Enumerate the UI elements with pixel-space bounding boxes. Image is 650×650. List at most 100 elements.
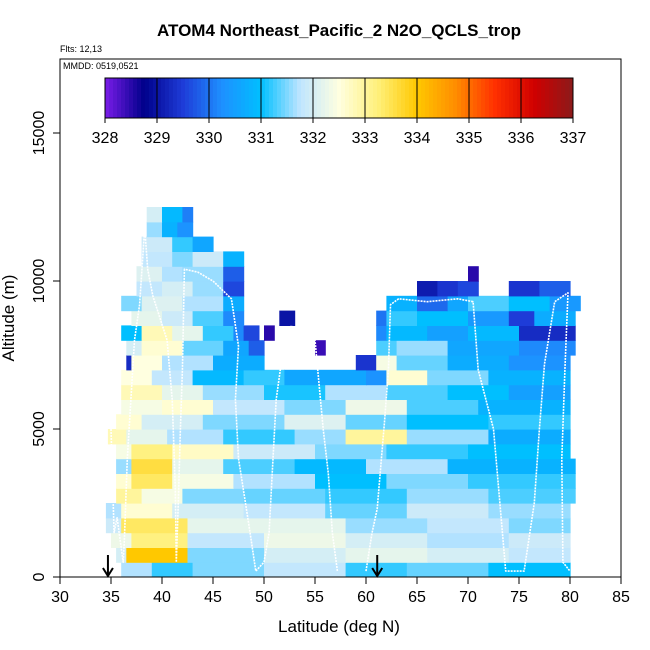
colorbar-swatch-44 bbox=[281, 78, 286, 118]
colorbar-swatch-28 bbox=[217, 78, 222, 118]
x-tick-label-40: 40 bbox=[153, 589, 171, 606]
colorbar-swatch-7 bbox=[133, 78, 138, 118]
heatmap-cell-13-8 bbox=[488, 369, 571, 386]
colorbar-swatch-56 bbox=[329, 78, 334, 118]
heatmap-cell-9-5 bbox=[345, 429, 408, 445]
colorbar-swatch-17 bbox=[173, 78, 178, 118]
heatmap-cell-17-2 bbox=[192, 310, 224, 326]
colorbar-swatch-55 bbox=[325, 78, 330, 118]
colorbar-swatch-94 bbox=[481, 78, 486, 118]
heatmap-cell-12-1 bbox=[162, 384, 204, 400]
heatmap-cell-5-3 bbox=[243, 488, 326, 504]
heatmap-cell-4-2 bbox=[172, 503, 245, 519]
colorbar-swatch-70 bbox=[385, 78, 390, 118]
colorbar-swatch-116 bbox=[569, 78, 574, 118]
colorbar-swatch-74 bbox=[401, 78, 406, 118]
colorbar-swatch-99 bbox=[501, 78, 506, 118]
heatmap-cell-8-0 bbox=[116, 443, 132, 460]
heatmap-cell-17-5 bbox=[376, 310, 387, 326]
heatmap-cell-17-7 bbox=[417, 310, 469, 326]
heatmap-cell-9-0 bbox=[107, 429, 127, 445]
heatmap-cell-19-3 bbox=[223, 281, 245, 297]
colorbar-swatch-20 bbox=[185, 78, 190, 118]
heatmap-cell-19-1 bbox=[162, 281, 194, 297]
colorbar-swatch-79 bbox=[421, 78, 426, 118]
heatmap-cell-13-3 bbox=[243, 369, 285, 386]
heatmap-cell-21-3 bbox=[223, 251, 245, 267]
colorbar-label-331: 331 bbox=[248, 130, 275, 147]
colorbar-swatch-39 bbox=[261, 78, 266, 118]
colorbar-swatch-51 bbox=[309, 78, 314, 118]
colorbar-swatch-14 bbox=[161, 78, 166, 118]
heatmap-cell-5-5 bbox=[406, 488, 489, 504]
colorbar-swatch-43 bbox=[277, 78, 282, 118]
heatmap-cell-16-10 bbox=[468, 325, 520, 341]
colorbar-swatch-89 bbox=[461, 78, 466, 118]
heatmap-cell-15-5 bbox=[315, 340, 326, 356]
colorbar-swatch-115 bbox=[565, 78, 570, 118]
heatmap-cell-2-6 bbox=[508, 532, 571, 548]
heatmap-cell-8-2 bbox=[172, 443, 234, 460]
x-tick-label-60: 60 bbox=[357, 589, 375, 606]
colorbar-swatch-82 bbox=[433, 78, 438, 118]
colorbar-swatch-49 bbox=[301, 78, 306, 118]
heatmap-cell-20-2 bbox=[182, 266, 224, 282]
heatmap-cell-16-11 bbox=[519, 325, 576, 341]
heatmap-cell-4-3 bbox=[243, 503, 326, 519]
heatmap-cell-13-5 bbox=[366, 369, 387, 386]
colorbar-swatch-87 bbox=[453, 78, 458, 118]
colorbar-swatch-109 bbox=[541, 78, 546, 118]
colorbar-swatch-4 bbox=[121, 78, 126, 118]
heatmap-cell-14-7 bbox=[447, 355, 510, 371]
colorbar-swatch-112 bbox=[553, 78, 558, 118]
heatmap-cell-20-1 bbox=[162, 266, 183, 282]
heatmap-cell-10-5 bbox=[406, 414, 489, 430]
heatmap-cell-13-6 bbox=[386, 369, 428, 386]
colorbar-swatch-38 bbox=[257, 78, 262, 118]
heatmap-cell-17-8 bbox=[468, 310, 510, 326]
heatmap-cell-14-5 bbox=[376, 355, 398, 371]
heatmap-cell-3-6 bbox=[508, 517, 571, 534]
colorbar-label-335: 335 bbox=[456, 130, 483, 147]
heatmap-cell-7-4 bbox=[294, 458, 367, 474]
colorbar-swatch-59 bbox=[341, 78, 346, 118]
colorbar-swatch-98 bbox=[497, 78, 502, 118]
colorbar-swatch-52 bbox=[313, 78, 318, 118]
colorbar-swatch-103 bbox=[517, 78, 522, 118]
heatmap-cell-8-5 bbox=[386, 443, 469, 460]
colorbar-swatch-22 bbox=[193, 78, 198, 118]
heatmap-cell-21-0 bbox=[141, 251, 173, 267]
heatmap-cell-7-6 bbox=[447, 458, 576, 474]
heatmap-cell-16-1 bbox=[141, 325, 173, 341]
heatmap-cell-0-0 bbox=[121, 562, 153, 577]
heatmap-cells bbox=[105, 207, 581, 577]
heatmap-cell-3-4 bbox=[345, 517, 428, 534]
heatmap-cell-16-2 bbox=[172, 325, 204, 341]
heatmap-cell-2-1 bbox=[131, 532, 189, 548]
heatmap-cell-13-0 bbox=[121, 369, 153, 386]
colorbar-label-332: 332 bbox=[300, 130, 327, 147]
colorbar-swatch-50 bbox=[305, 78, 310, 118]
heatmap-cell-16-6 bbox=[264, 325, 275, 341]
heatmap-cell-2-3 bbox=[264, 532, 347, 548]
colorbar-swatch-71 bbox=[389, 78, 394, 118]
heatmap-cell-0-2 bbox=[192, 562, 265, 577]
x-axis: 30 35 40 45 50 55 60 65 70 75 80 85 bbox=[51, 577, 630, 606]
heatmap-cell-10-4 bbox=[345, 414, 408, 430]
colorbar-swatch-24 bbox=[201, 78, 206, 118]
heatmap-cell-11-4 bbox=[345, 399, 408, 415]
colorbar-swatch-95 bbox=[485, 78, 490, 118]
colorbar-swatch-84 bbox=[441, 78, 446, 118]
heatmap-cell-14-0 bbox=[126, 355, 132, 371]
heatmap-cell-10-6 bbox=[488, 414, 571, 430]
heatmap-cell-5-2 bbox=[182, 488, 245, 504]
colorbar-swatch-86 bbox=[449, 78, 454, 118]
x-tick-label-55: 55 bbox=[306, 589, 324, 606]
heatmap-cell-24-0 bbox=[146, 207, 163, 223]
heatmap-cell-22-1 bbox=[172, 236, 194, 252]
colorbar-swatch-31 bbox=[229, 78, 234, 118]
heatmap-cell-18-2 bbox=[182, 295, 224, 312]
colorbar-swatch-23 bbox=[197, 78, 202, 118]
heatmap-cell-11-0 bbox=[121, 399, 163, 415]
heatmap-cell-16-9 bbox=[427, 325, 469, 341]
